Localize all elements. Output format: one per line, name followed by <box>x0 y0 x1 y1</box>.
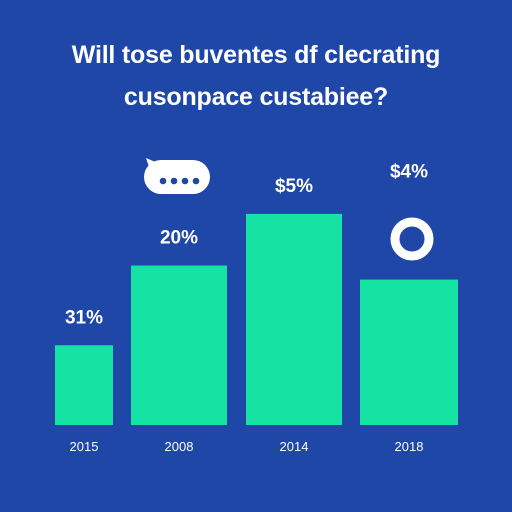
x-tick-2008: 2008 <box>165 439 194 454</box>
bar-2008 <box>131 265 227 425</box>
value-label-2015: 31% <box>65 307 103 328</box>
chart-title-line-2: cusonpace custabiee? <box>123 83 389 111</box>
x-tick-2014: 2014 <box>280 439 309 454</box>
value-labels-layer: 31% 20% $5% $4% <box>65 162 428 329</box>
ring-icon <box>390 217 434 261</box>
value-label-2018: $4% <box>390 162 428 183</box>
value-label-2008: 20% <box>160 228 198 249</box>
speech-bubble-icon <box>144 158 210 194</box>
value-label-2014: $5% <box>275 176 313 197</box>
bar-2014 <box>246 213 342 425</box>
chart-title-line-1: Will tose buventes df clecrating <box>71 41 441 69</box>
x-tick-2015: 2015 <box>70 439 99 454</box>
bar-2018 <box>360 279 458 425</box>
x-axis-ticks: 2015 2008 2014 2018 <box>70 439 424 454</box>
bar-2015 <box>55 345 113 425</box>
x-tick-2018: 2018 <box>395 439 424 454</box>
bars-layer <box>55 213 458 425</box>
